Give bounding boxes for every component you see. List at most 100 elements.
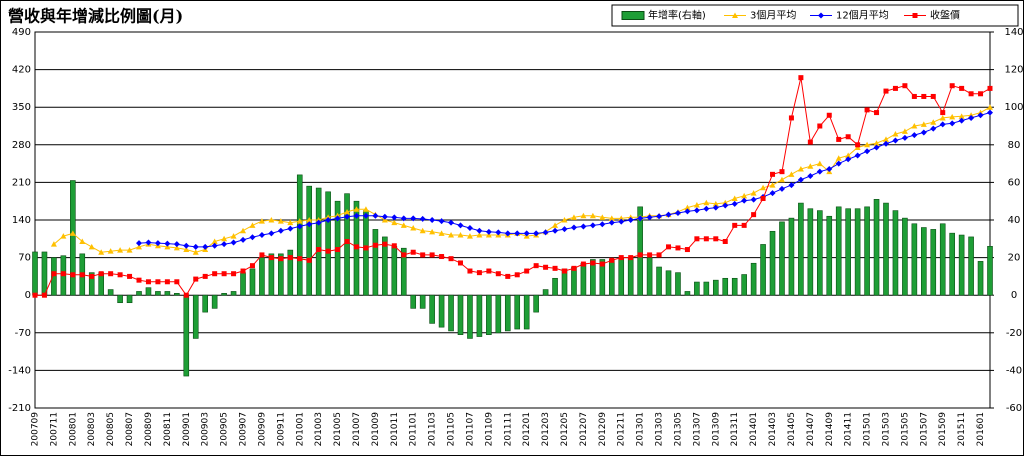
y2-tick-label: 0 <box>1011 290 1017 301</box>
x-tick-label: 201307 <box>692 412 702 446</box>
line <box>53 106 991 253</box>
bar <box>88 272 95 296</box>
marker <box>448 256 454 262</box>
marker <box>882 136 889 142</box>
marker <box>173 241 180 248</box>
marker <box>448 219 455 226</box>
x-tick-label: 200807 <box>125 412 135 446</box>
marker <box>136 240 143 247</box>
marker <box>51 271 57 277</box>
marker <box>514 272 520 278</box>
marker <box>495 271 501 277</box>
marker <box>60 233 67 239</box>
marker <box>192 243 199 250</box>
legend-label: 收盤價 <box>930 9 960 22</box>
bar <box>259 257 265 296</box>
marker <box>580 223 587 230</box>
bar <box>958 234 965 296</box>
bar <box>864 206 870 296</box>
bar <box>873 199 880 296</box>
marker <box>760 196 766 202</box>
marker <box>410 225 417 231</box>
marker <box>325 217 332 223</box>
x-tick-label: 201509 <box>938 412 948 447</box>
marker <box>675 245 681 251</box>
marker <box>183 246 190 253</box>
bar <box>826 215 833 296</box>
marker <box>429 252 435 258</box>
bar <box>798 202 804 296</box>
y-tick-label: 420 <box>12 65 31 76</box>
marker <box>826 112 832 118</box>
marker <box>835 160 842 167</box>
marker <box>192 249 199 255</box>
y-tick-label: -70 <box>15 328 31 339</box>
marker <box>221 235 228 242</box>
marker <box>240 236 247 243</box>
marker <box>637 252 643 258</box>
bar <box>325 191 331 296</box>
x-tick-label: 201311 <box>730 412 740 446</box>
marker <box>703 199 710 206</box>
y2-tick-label: 100 <box>1004 102 1023 113</box>
bar <box>675 272 681 296</box>
marker <box>69 230 76 236</box>
bar <box>939 223 946 296</box>
x-tick-label: 201301 <box>636 412 646 446</box>
marker <box>987 109 993 116</box>
y-tick-label: 350 <box>12 102 31 113</box>
marker <box>816 160 823 167</box>
marker <box>883 88 889 94</box>
marker <box>911 93 917 99</box>
marker <box>958 117 965 124</box>
bar <box>107 289 114 296</box>
marker <box>391 219 398 226</box>
marker <box>562 268 568 274</box>
bar <box>400 247 407 296</box>
bar <box>523 294 530 330</box>
bar <box>32 251 38 296</box>
marker <box>258 218 265 224</box>
marker <box>259 252 265 258</box>
marker <box>694 236 700 242</box>
marker <box>60 271 66 277</box>
bar <box>911 223 918 296</box>
marker <box>637 215 644 222</box>
bar <box>126 294 133 304</box>
marker <box>240 227 247 234</box>
bar <box>542 289 549 296</box>
marker <box>533 230 540 237</box>
bar <box>807 208 814 296</box>
marker <box>835 155 842 161</box>
marker <box>268 230 275 237</box>
marker <box>297 256 303 262</box>
x-tick-label: 200909 <box>257 412 267 447</box>
marker <box>212 271 218 277</box>
marker <box>211 238 218 244</box>
y2-tick-label: 80 <box>1008 140 1021 151</box>
marker <box>552 222 559 228</box>
bar <box>382 236 388 296</box>
marker <box>770 171 776 177</box>
bar <box>552 277 558 296</box>
marker <box>656 213 663 220</box>
x-tick-label: 201005 <box>333 412 343 446</box>
bar <box>533 294 539 313</box>
marker <box>741 192 748 199</box>
x-tick-label: 200901 <box>182 412 192 446</box>
marker <box>117 272 123 278</box>
marker <box>353 244 359 250</box>
x-tick-label: 200905 <box>220 412 230 446</box>
bar <box>287 249 294 296</box>
marker <box>88 243 95 250</box>
marker <box>164 240 171 247</box>
marker <box>202 273 208 279</box>
bar <box>703 281 710 296</box>
marker <box>589 222 596 229</box>
x-tick-label: 201405 <box>787 412 797 446</box>
marker <box>608 219 615 226</box>
marker <box>98 249 105 255</box>
marker <box>788 115 794 121</box>
bar <box>902 217 908 296</box>
